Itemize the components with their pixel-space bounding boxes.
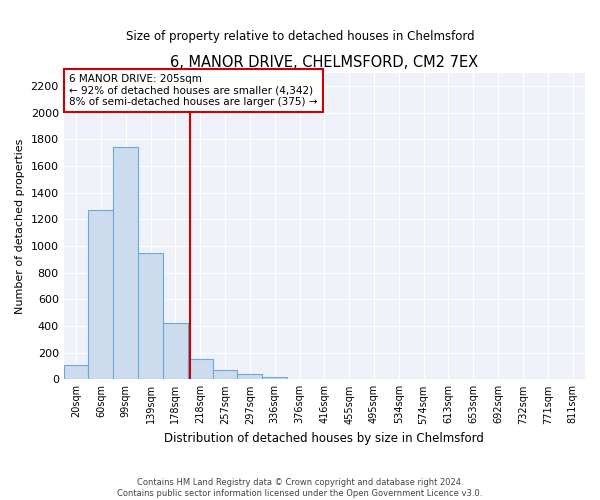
Text: Size of property relative to detached houses in Chelmsford: Size of property relative to detached ho… [125,30,475,43]
Bar [88,210,113,380]
Title: 6, MANOR DRIVE, CHELMSFORD, CM2 7EX: 6, MANOR DRIVE, CHELMSFORD, CM2 7EX [170,55,478,70]
Bar [138,252,163,380]
Text: Contains HM Land Registry data © Crown copyright and database right 2024.
Contai: Contains HM Land Registry data © Crown c… [118,478,482,498]
Bar [64,364,88,380]
Text: 6 MANOR DRIVE: 205sqm
← 92% of detached houses are smaller (4,342)
8% of semi-de: 6 MANOR DRIVE: 205sqm ← 92% of detached … [69,74,317,108]
X-axis label: Distribution of detached houses by size in Chelmsford: Distribution of detached houses by size … [164,432,484,445]
Y-axis label: Number of detached properties: Number of detached properties [15,138,25,314]
Bar [163,324,188,380]
Bar [188,360,212,380]
Bar [212,370,238,380]
Bar [113,147,138,380]
Bar [262,376,287,380]
Bar [238,374,262,380]
